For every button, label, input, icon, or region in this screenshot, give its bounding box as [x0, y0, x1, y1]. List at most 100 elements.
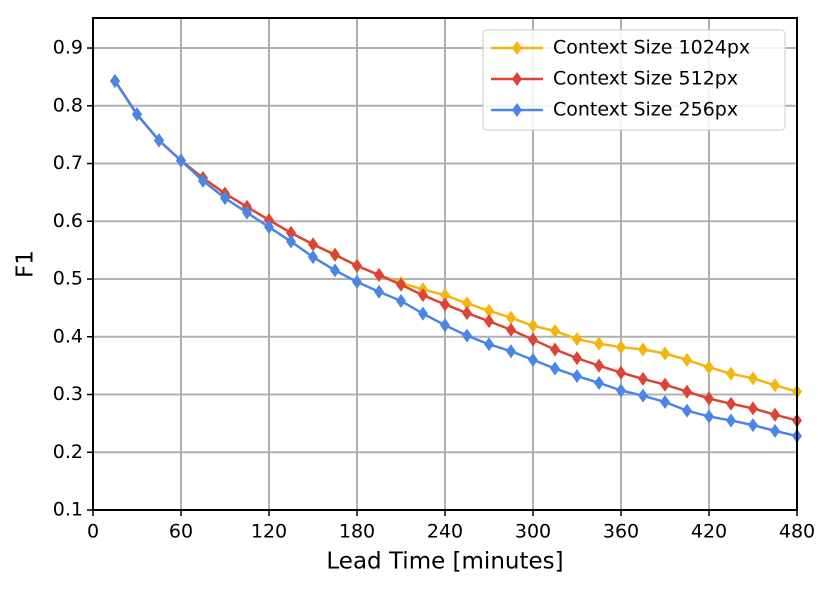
- marker: [374, 284, 384, 299]
- marker: [660, 346, 670, 361]
- marker: [396, 277, 406, 292]
- marker: [352, 274, 362, 289]
- marker: [594, 358, 604, 373]
- marker: [638, 342, 648, 357]
- legend-label: Context Size 1024px: [553, 37, 750, 59]
- legend-marker: [512, 103, 522, 117]
- marker: [374, 267, 384, 282]
- series-line: [113, 80, 798, 422]
- marker: [220, 191, 230, 206]
- marker: [770, 407, 780, 422]
- x-tick-label: 420: [691, 521, 727, 543]
- marker: [418, 288, 428, 303]
- marker: [330, 247, 340, 262]
- marker: [616, 383, 626, 398]
- x-tick-label: 180: [339, 521, 375, 543]
- x-tick-label: 300: [515, 521, 551, 543]
- marker: [506, 322, 516, 337]
- legend-label: Context Size 256px: [553, 99, 738, 121]
- marker: [462, 306, 472, 321]
- marker: [418, 306, 428, 321]
- legend-label: Context Size 512px: [553, 68, 738, 90]
- marker: [286, 234, 296, 249]
- marker: [748, 418, 758, 433]
- marker: [462, 328, 472, 343]
- marker: [264, 220, 274, 235]
- marker: [286, 225, 296, 240]
- marker: [528, 352, 538, 367]
- y-tick-label: 0.1: [53, 499, 83, 521]
- x-tick-label: 60: [169, 521, 193, 543]
- marker: [660, 395, 670, 410]
- marker: [638, 388, 648, 403]
- marker: [616, 340, 626, 355]
- y-tick-label: 0.5: [53, 268, 83, 290]
- marker: [572, 369, 582, 384]
- marker: [110, 73, 120, 88]
- marker: [132, 107, 142, 122]
- marker: [682, 403, 692, 418]
- marker: [528, 332, 538, 347]
- x-axis-label: Lead Time [minutes]: [326, 549, 563, 575]
- marker: [704, 360, 714, 375]
- marker: [528, 318, 538, 333]
- y-tick-label: 0.8: [53, 94, 83, 116]
- y-tick-label: 0.9: [53, 37, 83, 59]
- marker: [440, 318, 450, 333]
- marker: [242, 205, 252, 220]
- marker: [506, 344, 516, 359]
- marker: [660, 377, 670, 392]
- marker: [572, 351, 582, 366]
- marker: [396, 293, 406, 308]
- y-tick-label: 0.6: [53, 210, 83, 232]
- marker: [440, 297, 450, 312]
- marker: [330, 263, 340, 278]
- marker: [462, 296, 472, 311]
- y-tick-label: 0.7: [53, 152, 83, 174]
- marker: [440, 288, 450, 303]
- marker: [308, 250, 318, 265]
- marker: [484, 337, 494, 352]
- marker: [550, 342, 560, 357]
- y-tick-label: 0.3: [53, 383, 83, 405]
- y-axis-label: F1: [13, 250, 39, 278]
- x-tick-label: 360: [603, 521, 639, 543]
- marker: [484, 303, 494, 318]
- marker: [638, 371, 648, 386]
- marker: [770, 378, 780, 393]
- marker: [506, 310, 516, 325]
- x-tick-label: 120: [251, 521, 287, 543]
- marker: [198, 173, 208, 188]
- marker: [176, 153, 186, 168]
- marker: [308, 237, 318, 252]
- x-tick-label: 480: [779, 521, 815, 543]
- marker: [682, 352, 692, 367]
- legend-marker: [512, 72, 522, 86]
- marker: [616, 365, 626, 380]
- marker: [726, 366, 736, 381]
- marker: [154, 133, 164, 148]
- x-tick-label: 240: [427, 521, 463, 543]
- legend: Context Size 1024px Context Size 512px Con…: [482, 29, 786, 131]
- x-tick-label: 0: [87, 521, 99, 543]
- marker: [572, 332, 582, 347]
- marker: [726, 413, 736, 428]
- marker: [770, 423, 780, 438]
- marker: [594, 375, 604, 390]
- marker: [550, 361, 560, 376]
- marker: [594, 336, 604, 351]
- marker: [748, 371, 758, 386]
- legend-box: [482, 29, 786, 131]
- marker: [726, 396, 736, 411]
- series-line: [113, 80, 798, 438]
- marker: [484, 314, 494, 329]
- plot-frame: [92, 17, 798, 511]
- marker: [352, 258, 362, 273]
- legend-marker: [512, 41, 522, 55]
- y-tick-label: 0.2: [53, 441, 83, 463]
- marker: [704, 409, 714, 424]
- marker: [748, 401, 758, 416]
- y-tick-label: 0.4: [53, 325, 83, 347]
- marker: [704, 391, 714, 406]
